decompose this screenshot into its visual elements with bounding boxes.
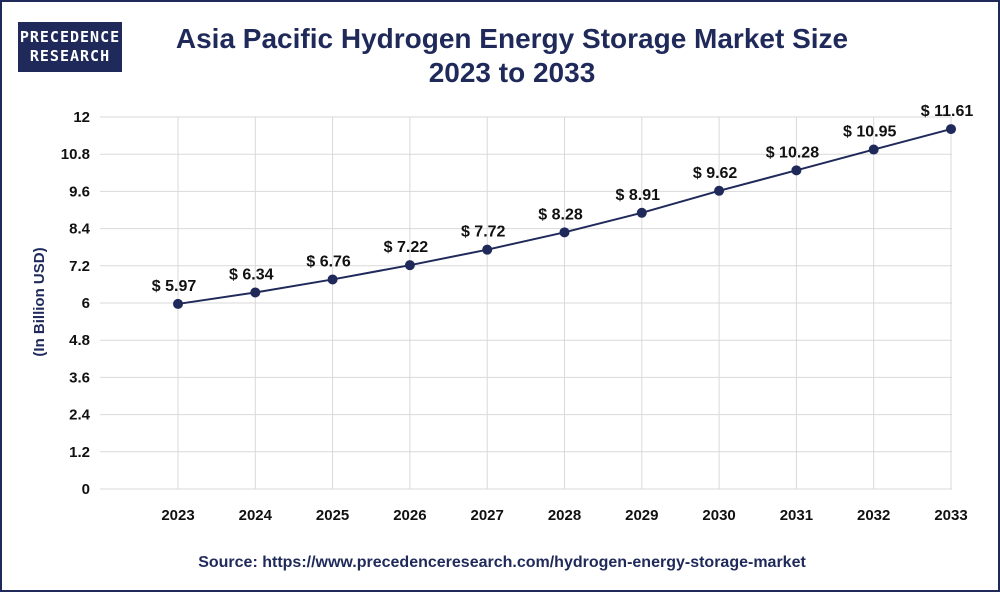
grid-lines	[100, 116, 952, 490]
logo-line-1: PRECEDENCE	[19, 28, 121, 46]
chart-title-line-1: Asia Pacific Hydrogen Energy Storage Mar…	[175, 23, 849, 54]
data-label: $ 8.91	[616, 187, 661, 204]
x-tick-label: 2032	[857, 507, 890, 524]
data-label: $ 6.34	[229, 266, 274, 283]
data-label: $ 6.76	[306, 253, 351, 270]
y-tick-label: 3.6	[69, 369, 90, 386]
y-tick-label: 10.8	[61, 146, 90, 163]
data-series: $ 5.97 $ 6.34 $ 6.76 $ 7.22 $ 7.72 $ 8.28 $ 8.…	[152, 103, 974, 309]
data-point	[482, 244, 493, 255]
data-point	[173, 298, 183, 309]
axis-labels: 0 1.2 2.4 3.6 4.8 6 7.2 8.4 9.6 10.8 12 2023 2024 202…	[61, 109, 968, 524]
data-point	[250, 287, 261, 298]
chart-title-line-2: 2023 to 2033	[428, 57, 596, 88]
data-point	[636, 207, 647, 218]
y-tick-label: 9.6	[69, 183, 90, 200]
data-label: $ 7.22	[384, 239, 429, 256]
x-tick-label: 2029	[625, 507, 658, 524]
x-tick-label: 2033	[934, 507, 967, 524]
y-tick-label: 2.4	[69, 407, 91, 424]
x-tick-label: 2028	[548, 507, 581, 524]
source-note: Source: https://www.precedenceresearch.c…	[198, 554, 806, 571]
data-label: $ 11.61	[921, 103, 974, 120]
y-axis-label: (In Billion USD)	[31, 247, 48, 356]
data-point	[868, 144, 879, 155]
data-point	[791, 165, 802, 176]
logo-line-2: RESEARCH	[29, 47, 111, 65]
y-tick-label: 0	[82, 481, 90, 498]
x-tick-label: 2023	[161, 507, 194, 524]
data-label: $ 9.62	[693, 165, 738, 182]
x-tick-label: 2027	[471, 507, 504, 524]
x-tick-label: 2024	[239, 507, 273, 524]
data-label: $ 10.28	[766, 144, 819, 161]
y-tick-label: 1.2	[69, 444, 90, 461]
data-point	[714, 185, 725, 196]
precedence-research-logo: PRECEDENCE RESEARCH	[18, 22, 122, 72]
data-label: $ 10.95	[843, 124, 896, 141]
x-tick-label: 2030	[702, 507, 735, 524]
y-tick-label: 4.8	[69, 332, 90, 349]
data-label: $ 7.72	[461, 224, 506, 241]
x-tick-label: 2026	[393, 507, 426, 524]
data-point	[327, 274, 338, 285]
chart-title: Asia Pacific Hydrogen Energy Storage Mar…	[142, 22, 882, 90]
data-label: $ 8.28	[538, 206, 583, 223]
y-tick-label: 8.4	[69, 221, 91, 238]
x-tick-label: 2031	[780, 507, 813, 524]
y-tick-label: 6	[82, 295, 90, 312]
data-point	[404, 260, 415, 271]
data-point	[559, 227, 570, 238]
data-label: $ 5.97	[152, 278, 197, 295]
y-tick-label: 7.2	[69, 258, 90, 275]
x-tick-label: 2025	[316, 507, 349, 524]
y-tick-label: 12	[73, 109, 90, 126]
data-point	[946, 124, 956, 135]
